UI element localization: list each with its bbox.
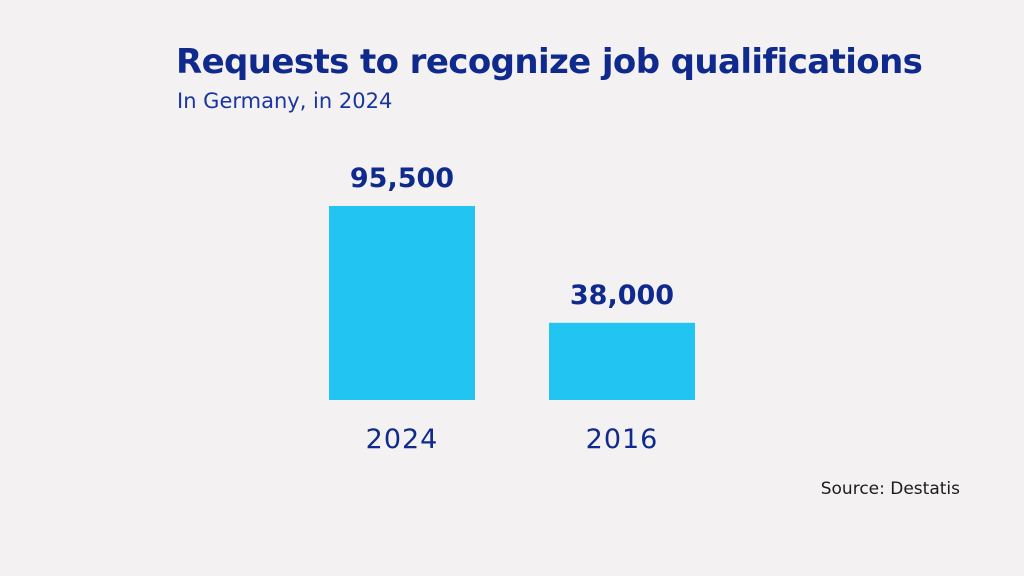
chart-subtitle: In Germany, in 2024 [177, 89, 393, 113]
source-note: Source: Destatis [820, 479, 960, 499]
bar-2016 [549, 322, 695, 400]
value-label-2024: 95,500 [350, 163, 454, 194]
bar-2024 [329, 206, 475, 400]
value-label-2016: 38,000 [570, 280, 674, 311]
chart-title: Requests to recognize job qualifications [176, 42, 923, 82]
category-label-2024: 2024 [366, 424, 439, 455]
category-label-2016: 2016 [586, 424, 659, 455]
